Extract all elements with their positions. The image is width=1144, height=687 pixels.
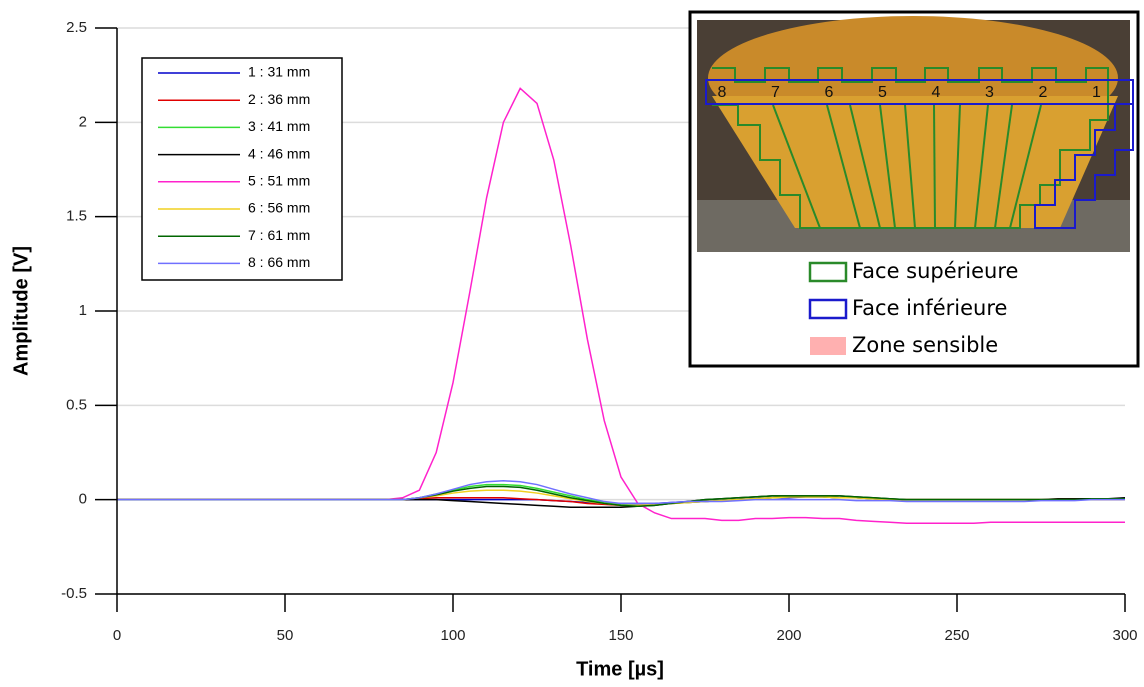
inset-legend-swatch: [808, 298, 848, 320]
zone-label: 8: [718, 84, 727, 101]
legend-label: 2 : 36 mm: [248, 91, 310, 107]
inset-legend-swatch: [808, 261, 848, 283]
zone-label: 6: [825, 84, 834, 101]
y-axis-title: Amplitude [V]: [10, 246, 32, 376]
legend-label: 3 : 41 mm: [248, 118, 310, 134]
inset-legend-label: Zone sensible: [852, 333, 998, 357]
y-tick-label: 1: [79, 302, 87, 319]
y-tick-label: -0.5: [61, 585, 87, 602]
x-tick-label: 300: [1112, 627, 1137, 644]
legend-label: 8 : 66 mm: [248, 254, 310, 270]
zone-label: 2: [1039, 84, 1048, 101]
x-tick-label: 250: [944, 627, 969, 644]
legend: 1 : 31 mm 2 : 36 mm 3 : 41 mm 4 : 46 mm 5 : …: [141, 57, 343, 281]
legend-label: 6 : 56 mm: [248, 200, 310, 216]
legend-label: 4 : 46 mm: [248, 145, 310, 161]
series-line: [117, 480, 1125, 505]
inset: 8 7 6 5 4 3 2 1 Face supérieure Face inférieure Zo…: [688, 10, 1140, 368]
x-tick-label: 200: [776, 627, 801, 644]
zone-label: 3: [985, 84, 994, 101]
zone-label: 7: [771, 84, 780, 101]
top-face-outline: [712, 67, 1109, 229]
x-tick-label: 50: [277, 627, 294, 644]
y-tick-label: 0.5: [66, 396, 87, 413]
zone-label: 5: [878, 84, 887, 101]
zone-label: 1: [1092, 84, 1101, 101]
x-tick-label: 100: [440, 627, 465, 644]
inset-legend-label: Face supérieure: [852, 259, 1018, 283]
axes: -0.5 0 0.5 1 1.5 2 2.5 0 50 100 150 200 250 300: [61, 19, 1137, 644]
y-tick-label: 2: [79, 113, 87, 130]
inset-legend-swatch: [810, 337, 846, 355]
x-tick-label: 0: [113, 627, 121, 644]
zone-label: 4: [932, 84, 941, 101]
plot-lines: [117, 87, 1126, 524]
inset-legend-label: Face inférieure: [852, 296, 1007, 320]
bottom-face-outline: [705, 79, 1134, 229]
y-tick-label: 0: [79, 491, 87, 508]
legend-label: 5 : 51 mm: [248, 173, 310, 189]
y-tick-label: 1.5: [66, 208, 87, 225]
x-tick-label: 150: [608, 627, 633, 644]
sensor-area: [712, 96, 1118, 228]
legend-label: 7 : 61 mm: [248, 227, 310, 243]
legend-box: [141, 57, 343, 281]
x-axis-title: Time [µs]: [576, 658, 664, 680]
y-tick-label: 2.5: [66, 19, 87, 36]
legend-label: 1 : 31 mm: [248, 64, 310, 80]
